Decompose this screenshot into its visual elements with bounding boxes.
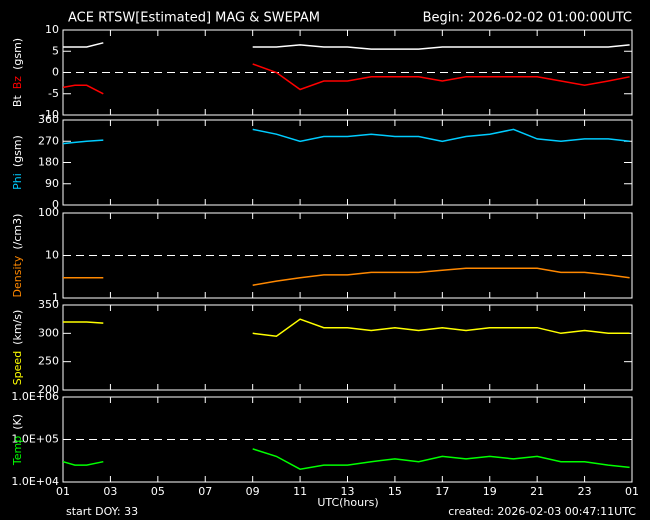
y-tick-label: -10 bbox=[41, 108, 59, 121]
y-label-part: (K) bbox=[11, 414, 24, 430]
data-line bbox=[62, 128, 630, 145]
y-tick-label: 1 bbox=[52, 291, 59, 304]
y-axis-label: Bt Bz (gsm) bbox=[11, 38, 24, 107]
y-tick-label: -5 bbox=[48, 87, 59, 100]
created-time: created: 2026-02-03 00:47:11UTC bbox=[448, 505, 636, 518]
x-tick-label: 13 bbox=[341, 485, 355, 498]
y-label-part: (gsm) bbox=[11, 135, 24, 167]
data-line bbox=[63, 318, 630, 337]
x-tick-label: 23 bbox=[578, 485, 592, 498]
y-tick-label: 10 bbox=[45, 249, 59, 262]
y-tick-label: 200 bbox=[38, 383, 59, 396]
x-tick-label: 17 bbox=[435, 485, 449, 498]
y-tick-label: 10 bbox=[45, 23, 59, 36]
y-axis-label: Density (/cm3) bbox=[11, 214, 24, 298]
y-tick-label: 5 bbox=[52, 44, 59, 57]
x-axis-label: UTC(hours) bbox=[317, 496, 378, 509]
chart-title: ACE RTSW[Estimated] MAG & SWEPAM bbox=[68, 11, 320, 26]
y-label-part: Bz bbox=[11, 76, 24, 90]
y-axis-label: Temp (K) bbox=[11, 414, 24, 466]
y-tick-label: 270 bbox=[38, 134, 59, 147]
y-tick-label: 300 bbox=[38, 326, 59, 339]
y-tick-label: 1.0E+04 bbox=[11, 475, 59, 488]
data-line bbox=[63, 267, 630, 286]
start-doy: start DOY: 33 bbox=[66, 505, 138, 518]
x-tick-label: 11 bbox=[293, 485, 307, 498]
y-tick-label: 1.0E+05 bbox=[11, 433, 59, 446]
y-tick-label: 100 bbox=[38, 206, 59, 219]
x-tick-label: 19 bbox=[483, 485, 497, 498]
y-label-part: Phi bbox=[11, 173, 24, 190]
y-tick-label: 360 bbox=[38, 113, 59, 126]
x-tick-label: 07 bbox=[198, 485, 212, 498]
x-tick-label: 21 bbox=[530, 485, 544, 498]
y-label-part: Bt bbox=[11, 95, 24, 108]
y-tick-label: 250 bbox=[38, 355, 59, 368]
y-label-part: (km/s) bbox=[11, 310, 24, 345]
x-tick-label: 09 bbox=[246, 485, 260, 498]
x-tick-label: 01 bbox=[625, 485, 639, 498]
y-label-part: (/cm3) bbox=[11, 214, 24, 250]
x-tick-label: 03 bbox=[103, 485, 117, 498]
y-label-part: (gsm) bbox=[11, 38, 24, 70]
y-axis-label: Phi (gsm) bbox=[11, 135, 24, 190]
y-axis-label: Speed (km/s) bbox=[11, 310, 24, 386]
data-line bbox=[62, 448, 630, 470]
y-tick-label: 350 bbox=[38, 298, 59, 311]
x-tick-label: 01 bbox=[56, 485, 70, 498]
begin-time: Begin: 2026-02-02 01:00:00UTC bbox=[423, 11, 632, 26]
data-line bbox=[63, 42, 630, 50]
y-label-part: Density bbox=[11, 255, 24, 297]
y-tick-label: 0 bbox=[52, 66, 59, 79]
y-label-part: Temp bbox=[11, 436, 24, 466]
y-tick-label: 180 bbox=[38, 156, 59, 169]
y-tick-label: 1.0E+06 bbox=[11, 390, 59, 403]
y-tick-label: 90 bbox=[45, 177, 59, 190]
x-tick-label: 15 bbox=[388, 485, 402, 498]
y-tick-label: 0 bbox=[52, 198, 59, 211]
data-line bbox=[62, 63, 630, 95]
x-tick-label: 05 bbox=[151, 485, 165, 498]
y-label-part: Speed bbox=[11, 351, 24, 385]
